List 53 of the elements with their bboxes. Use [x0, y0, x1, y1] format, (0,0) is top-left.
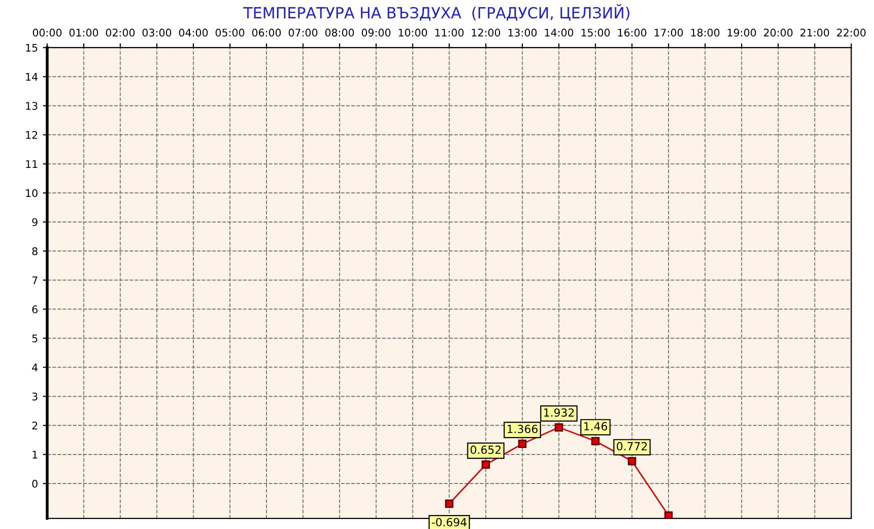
x-tick-label: 00:00 [32, 28, 62, 37]
x-tick-label: 22:00 [837, 28, 866, 37]
point [591, 436, 600, 446]
y-tick-label: 12 [26, 131, 38, 139]
x-tick-label: 05:00 [216, 28, 244, 37]
point [554, 423, 564, 432]
data-label: -0.694 [432, 518, 467, 526]
y-tick-label: 1 [32, 450, 38, 458]
x-tick-label: 04:00 [179, 28, 208, 37]
x-tick-label: 02:00 [106, 28, 135, 37]
data-label: 1.46 [584, 422, 608, 430]
x-tick-label: 17:00 [654, 28, 683, 37]
chart-title: ТЕМПЕРАТУРА НА ВЪЗДУХА (ГРАДУСИ, ЦЕЛЗИЙ) [243, 4, 630, 21]
y-tick-label: 15 [26, 44, 38, 52]
x-tick-label: 11:00 [435, 28, 464, 37]
x-tick-label: 15:00 [582, 28, 610, 37]
x-tick-label: 20:00 [764, 28, 792, 37]
y-tick-label: 9 [32, 218, 38, 226]
data-label: 1.932 [544, 408, 574, 417]
x-tick-label: 06:00 [252, 28, 281, 37]
x-tick-label: 08:00 [325, 28, 354, 37]
x-tick-label: 01:00 [69, 28, 98, 37]
data-label: 0.652 [470, 446, 501, 454]
x-tick-label: 13:00 [508, 28, 537, 37]
y-tick-label: 2 [32, 422, 38, 430]
x-tick-label: 10:00 [398, 28, 428, 37]
x-tick-label: 16:00 [618, 28, 646, 37]
x-tick-label: 14:00 [545, 28, 574, 37]
y-tick-label: 6 [32, 305, 38, 314]
x-tick-label: 19:00 [728, 28, 756, 37]
y-tick-label: 11 [26, 160, 38, 168]
x-tick-label: 21:00 [800, 28, 830, 37]
point [482, 460, 490, 469]
y-tick-label: 10 [26, 189, 38, 198]
x-tick-label: 09:00 [362, 28, 390, 37]
point [664, 511, 673, 518]
y-tick-label: 3 [32, 392, 38, 400]
y-tick-label: 8 [32, 247, 38, 256]
point [518, 440, 526, 448]
y-tick-label: 14 [26, 73, 38, 81]
x-tick-label: 12:00 [472, 28, 500, 37]
x-tick-label: 07:00 [288, 28, 318, 37]
y-tick-label: 7 [32, 276, 38, 284]
x-tick-label: 03:00 [142, 28, 172, 37]
point [628, 456, 636, 466]
point [445, 500, 454, 508]
data-label: 1.366 [508, 424, 538, 434]
y-tick-label: 13 [26, 102, 38, 110]
y-tick-label: 4 [32, 364, 38, 372]
x-tick-label: 18:00 [691, 28, 720, 37]
y-tick-label: 5 [32, 334, 38, 342]
data-label: 0.772 [616, 442, 647, 450]
y-tick-label: 0 [32, 480, 38, 488]
